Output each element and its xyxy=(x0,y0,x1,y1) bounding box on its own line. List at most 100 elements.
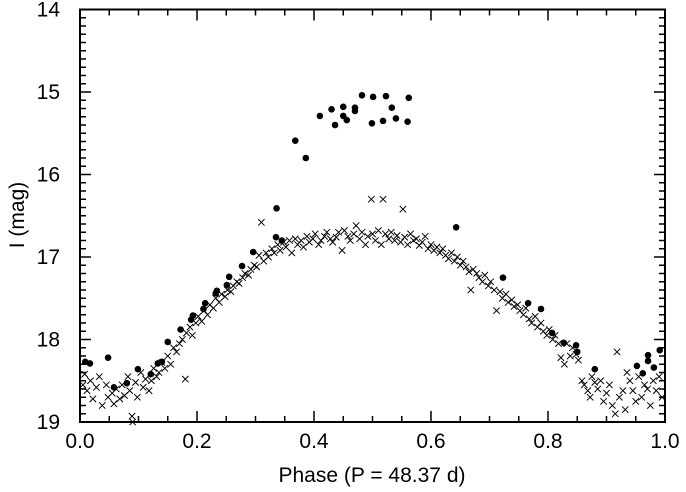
data-point-cross xyxy=(153,373,161,381)
data-point-circle xyxy=(272,233,280,241)
data-point-circle xyxy=(382,92,390,100)
data-point-cross xyxy=(118,381,126,389)
data-point-cross xyxy=(456,261,464,269)
data-point-cross xyxy=(591,378,599,386)
data-point-cross xyxy=(182,329,191,337)
data-point-circle xyxy=(123,379,131,387)
data-point-cross xyxy=(594,385,602,393)
data-point-cross xyxy=(311,230,319,238)
data-point-cross xyxy=(209,304,217,312)
data-point-cross xyxy=(629,387,637,395)
data-point-cross xyxy=(519,311,527,319)
data-point-cross xyxy=(257,218,265,226)
data-point-cross xyxy=(164,352,172,360)
data-point-cross xyxy=(613,348,621,356)
data-point-cross xyxy=(364,232,372,240)
data-point-cross xyxy=(605,381,613,389)
data-point-cross xyxy=(433,243,441,251)
data-point-cross xyxy=(124,373,132,381)
data-point-cross xyxy=(646,401,654,410)
data-point-cross xyxy=(172,348,181,356)
data-point-cross xyxy=(329,238,337,246)
data-point-cross xyxy=(303,232,311,240)
data-point-cross xyxy=(557,354,565,362)
data-point-cross xyxy=(112,385,120,393)
data-point-cross xyxy=(391,236,399,245)
data-point-cross xyxy=(244,271,253,279)
data-point-circle xyxy=(147,370,155,378)
data-point-cross xyxy=(502,290,510,298)
data-point-cross xyxy=(320,232,329,240)
data-point-cross xyxy=(401,233,409,241)
data-point-cross xyxy=(640,381,649,389)
data-point-cross xyxy=(424,245,432,253)
data-point-circle xyxy=(291,137,299,144)
data-point-circle xyxy=(223,281,231,289)
data-point-cross xyxy=(545,326,553,334)
data-point-cross xyxy=(270,249,278,257)
data-point-cross xyxy=(299,243,308,251)
data-point-circle xyxy=(524,299,532,307)
y-tick-label: 19 xyxy=(37,411,60,434)
data-point-cross xyxy=(514,301,522,309)
data-point-cross xyxy=(239,274,247,282)
data-point-cross xyxy=(262,249,270,257)
data-point-circle xyxy=(379,117,387,125)
data-point-circle xyxy=(351,107,359,115)
data-point-circle xyxy=(369,93,377,101)
data-point-cross xyxy=(377,241,385,249)
data-point-cross xyxy=(436,249,444,257)
data-point-circle xyxy=(644,351,652,359)
y-axis-title: I (mag) xyxy=(6,182,29,249)
data-point-cross xyxy=(297,236,305,245)
data-point-cross xyxy=(566,352,574,360)
data-point-cross xyxy=(291,235,299,243)
data-point-circle xyxy=(368,120,376,127)
data-point-cross xyxy=(615,393,623,401)
y-tick-label: 14 xyxy=(37,0,61,22)
data-point-cross xyxy=(608,401,616,410)
data-point-circle xyxy=(537,305,545,313)
data-point-cross xyxy=(467,286,475,294)
data-point-cross xyxy=(481,271,489,279)
data-point-cross xyxy=(462,263,470,271)
data-point-circle xyxy=(177,326,184,333)
data-point-cross xyxy=(223,286,231,294)
data-point-cross xyxy=(274,241,282,249)
data-point-cross xyxy=(492,307,501,315)
data-point-cross xyxy=(285,236,293,245)
data-point-cross xyxy=(626,377,634,385)
x-tick-label: 0.2 xyxy=(182,430,211,453)
data-point-circle xyxy=(499,274,507,281)
data-point-cross xyxy=(235,279,243,287)
data-point-circle xyxy=(388,104,396,111)
data-point-cross xyxy=(404,241,412,249)
data-point-cross xyxy=(110,400,118,408)
data-point-cross xyxy=(350,230,358,238)
data-point-circle xyxy=(104,354,112,361)
data-point-cross xyxy=(139,383,147,391)
data-point-cross xyxy=(611,410,619,418)
data-point-circle xyxy=(201,299,209,307)
axis-ticks xyxy=(79,8,666,423)
data-point-cross xyxy=(487,278,495,286)
data-point-cross xyxy=(98,401,106,410)
data-point-cross xyxy=(572,350,580,358)
data-point-circle xyxy=(392,115,400,122)
x-tick-label: 1.0 xyxy=(650,430,679,453)
data-point-cross xyxy=(597,377,605,385)
data-point-cross xyxy=(141,375,150,383)
data-point-cross xyxy=(188,331,196,339)
data-point-cross xyxy=(145,387,153,395)
data-point-circle xyxy=(452,224,460,231)
data-point-cross xyxy=(459,257,467,265)
data-point-cross xyxy=(356,235,364,243)
data-point-circle xyxy=(404,118,411,125)
data-point-cross xyxy=(537,319,545,327)
data-point-cross xyxy=(478,278,487,286)
data-point-circle xyxy=(358,92,366,99)
data-point-cross xyxy=(167,360,175,368)
y-tick-label: 17 xyxy=(37,246,60,269)
data-point-cross xyxy=(554,340,563,348)
data-point-cross xyxy=(338,246,346,254)
